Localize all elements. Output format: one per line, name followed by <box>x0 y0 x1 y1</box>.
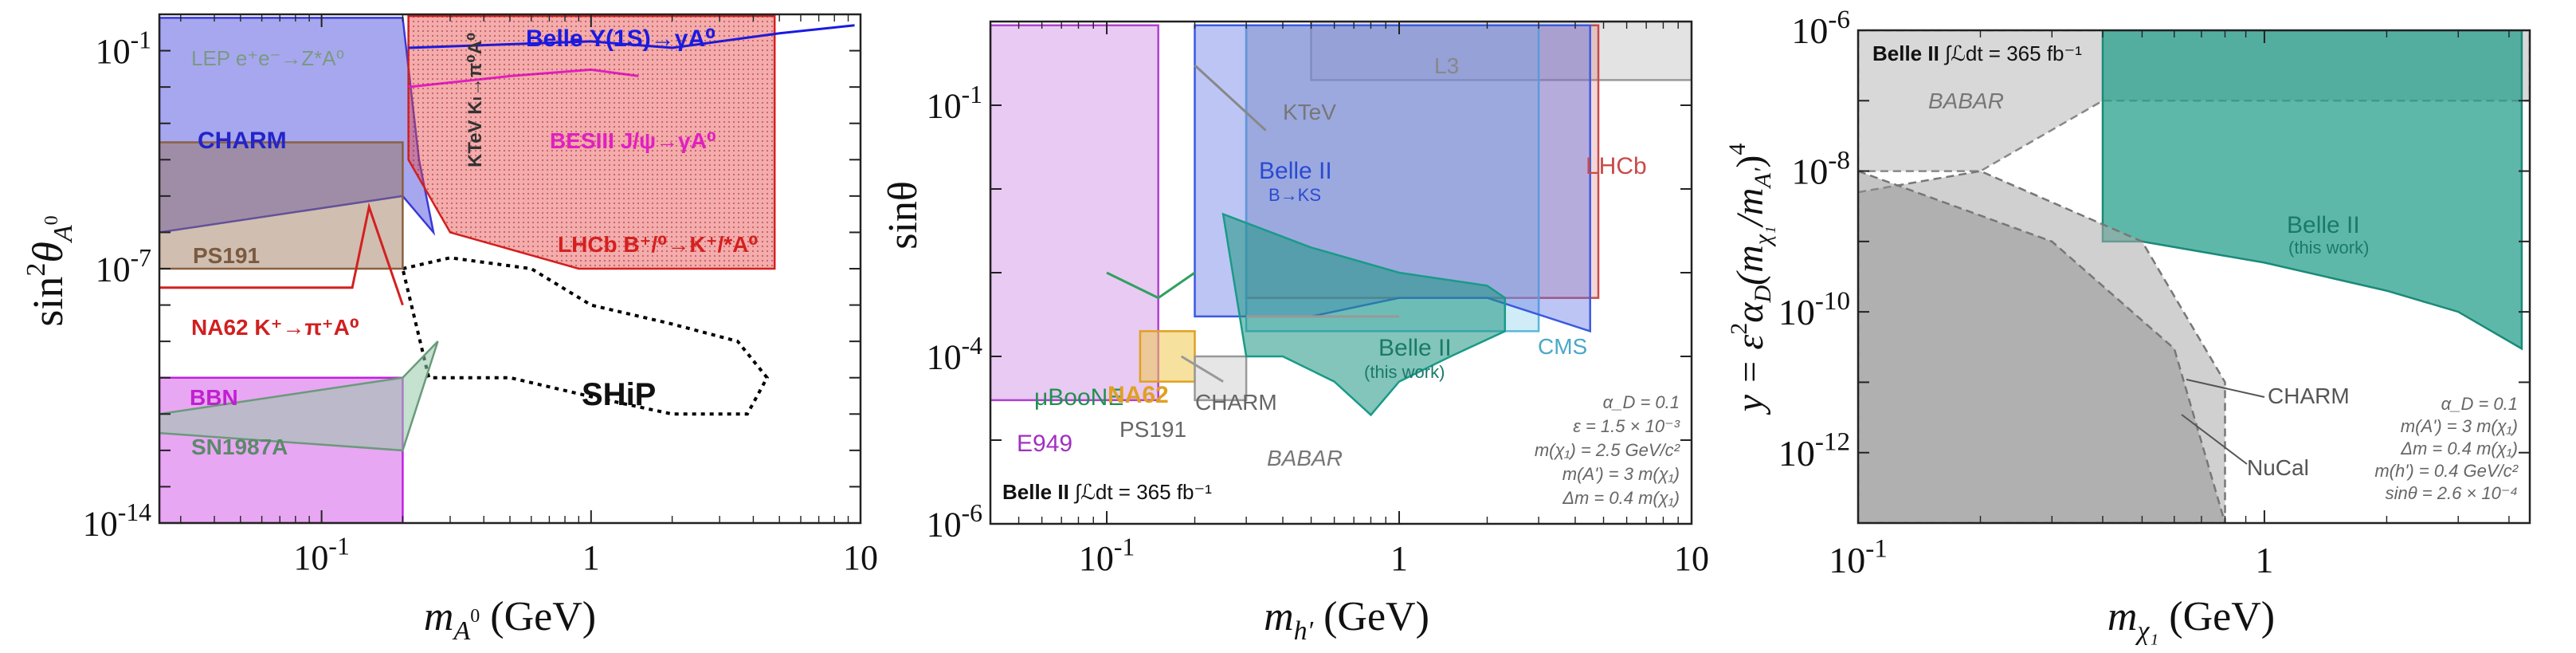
y-tick-label: 10-1 <box>927 81 982 125</box>
param-3: m(h') = 0.4 GeV/c² <box>2374 461 2518 481</box>
x-tick-label: 1 <box>582 538 600 577</box>
label-e949: E949 <box>1017 431 1072 457</box>
label-babar: BABAR <box>1928 89 2004 113</box>
series-ktev <box>1194 64 1267 132</box>
label-l3: L3 <box>1434 53 1459 78</box>
y-axis-label: y = ε2αD(mχ₁/mA′)4 <box>1724 144 1776 416</box>
label-nucal: NuCal <box>2247 455 2309 480</box>
label-belle2-sub: (this work) <box>2288 238 2369 258</box>
param-2: Δm = 0.4 m(χ₁) <box>2400 439 2518 458</box>
label-lhcb: LHCb B⁺/⁰→K⁺/*A⁰ <box>558 232 759 257</box>
series-charm <box>1194 355 1248 402</box>
label-belle: Belle Υ(1S)→γA⁰ <box>526 26 716 52</box>
param-3: m(A') = 3 m(χ₁) <box>1562 464 1680 484</box>
chart-panel-1: 10-1 1 10 10-1 10-7 10-14 LEP e⁺e⁻→Z*A⁰ CHARM PS… <box>22 13 878 646</box>
label-ps191: PS191 <box>1119 417 1186 442</box>
y-tick-label: 10-6 <box>1791 5 1850 51</box>
charm-pointer <box>2186 379 2265 398</box>
label-lep: LEP e⁺e⁻→Z*A⁰ <box>191 46 344 70</box>
x-axis-label: mh′ (GeV) <box>1264 594 1429 646</box>
plot-frame <box>1857 29 2531 525</box>
lumi-label: Belle II ∫ℒdt = 365 fb⁻¹ <box>1872 41 2082 65</box>
y-tick-label: 10-12 <box>1778 427 1850 473</box>
param-4: Δm = 0.4 m(χ₁) <box>1562 488 1680 508</box>
label-charm: CHARM <box>2268 384 2350 408</box>
series-nucal <box>1858 170 2226 523</box>
label-charm: CHARM <box>198 128 287 154</box>
label-belle2-bks-sub: B→KS <box>1268 185 1321 205</box>
param-1: ε = 1.5 × 10⁻³ <box>1573 416 1680 436</box>
x-tick-label: 10 <box>843 538 878 577</box>
series-e949 <box>990 24 1159 402</box>
label-babar: BABAR <box>1267 446 1343 470</box>
x-tick-label: 10-1 <box>293 533 349 577</box>
label-lhcb: LHCb <box>1586 153 1647 179</box>
label-ps191: PS191 <box>193 243 260 268</box>
chart-panel-3: 10-1 1 10-6 10-8 10-10 10-12 Belle II ∫ℒdt = 3… <box>1724 5 2531 646</box>
x-tick-label: 10-1 <box>1079 533 1135 578</box>
series-ship <box>401 256 770 416</box>
y-tick-label: 10-4 <box>927 332 983 376</box>
param-0: α_D = 0.1 <box>1603 392 1680 412</box>
label-belle2-bks: Belle II <box>1259 158 1332 184</box>
label-bbn: BBN <box>190 385 238 410</box>
series-ps191 <box>159 141 404 270</box>
param-0: α_D = 0.1 <box>2441 394 2518 414</box>
y-tick-label: 10-8 <box>1791 145 1850 191</box>
x-tick-label: 1 <box>2255 540 2273 580</box>
x-axis-label: mχ₁ (GeV) <box>2107 594 2275 646</box>
label-uboone: μBooNE <box>1034 384 1123 411</box>
label-belle2-work-sub: (this work) <box>1364 362 1445 382</box>
series-l3 <box>1310 22 1692 81</box>
y-axis-label: sin2θA0 <box>22 215 78 326</box>
nucal-pointer <box>2181 414 2248 465</box>
label-ship: SHiP <box>582 377 656 412</box>
y-tick-label: 10-1 <box>96 26 151 70</box>
series-ps191 <box>1180 355 1224 383</box>
series-belle-ii-this-work- <box>1221 212 1507 417</box>
series-sn1987a <box>159 340 439 452</box>
label-na62: NA62 K⁺→π⁺A⁰ <box>191 315 359 340</box>
label-besiii: BESIII J/ψ→γA⁰ <box>550 128 716 153</box>
y-tick-label: 10-6 <box>927 499 982 544</box>
x-tick-label: 10-1 <box>1829 534 1888 580</box>
param-1: m(A') = 3 m(χ₁) <box>2401 416 2518 436</box>
label-ktev: KTeV <box>1283 100 1336 124</box>
label-charm: CHARM <box>1195 390 1277 415</box>
series--boone <box>1106 271 1196 300</box>
label-cms: CMS <box>1538 334 1587 359</box>
series-lhcb-hatch <box>408 16 775 269</box>
y-tick-label: 10-7 <box>96 244 151 289</box>
lumi-label: Belle II ∫ℒdt = 365 fb⁻¹ <box>1002 480 1212 504</box>
label-ktev: KTeV Kₗ→π⁰A⁰ <box>465 32 486 167</box>
x-tick-label: 10 <box>1674 539 1709 578</box>
param-2: m(χ₁) = 2.5 GeV/c² <box>1535 440 1680 460</box>
series-na62 <box>1139 330 1196 383</box>
param-4: sinθ = 2.6 × 10⁻⁴ <box>2386 483 2518 503</box>
y-tick-label: 10-10 <box>1778 286 1850 332</box>
x-axis-label: mA0 (GeV) <box>424 594 596 646</box>
label-belle2-work: Belle II <box>1378 335 1452 361</box>
label-na62: NA62 <box>1108 382 1169 408</box>
series-na62 <box>159 202 404 306</box>
y-axis-label: sinθ <box>880 181 926 250</box>
label-sn1987a: SN1987A <box>191 435 288 459</box>
label-belle2: Belle II <box>2287 212 2360 238</box>
x-tick-label: 1 <box>1390 539 1408 578</box>
y-tick-label: 10-14 <box>83 498 151 543</box>
